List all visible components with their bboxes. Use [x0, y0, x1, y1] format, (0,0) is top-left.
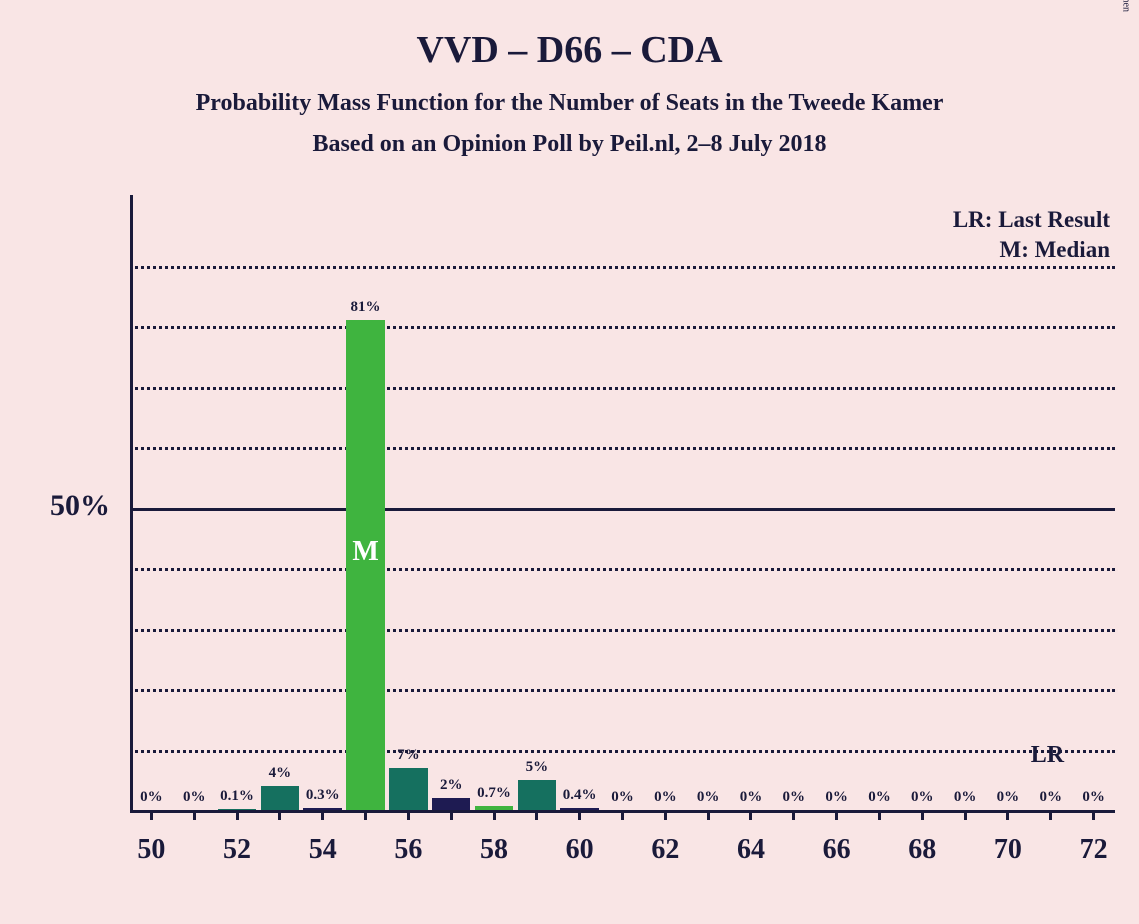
y-axis	[130, 195, 133, 810]
bar-value-label: 0%	[173, 789, 216, 806]
bar-value-label: 0%	[987, 789, 1030, 806]
x-tick	[493, 810, 496, 820]
x-axis-label: 58	[451, 834, 537, 866]
bar-value-label: 0%	[901, 789, 944, 806]
bar-value-label: 0%	[1072, 789, 1115, 806]
x-tick	[664, 810, 667, 820]
x-tick	[193, 810, 196, 820]
x-axis-label: 72	[1051, 834, 1137, 866]
x-tick	[878, 810, 881, 820]
bar-value-label: 0%	[944, 789, 987, 806]
last-result-label: LR	[1031, 742, 1064, 769]
bar-value-label: 81%	[344, 299, 387, 316]
bar-value-label: 0%	[601, 789, 644, 806]
x-tick	[578, 810, 581, 820]
x-tick	[1049, 810, 1052, 820]
gridline	[130, 508, 1115, 511]
legend-last-result: LR: Last Result	[953, 207, 1110, 233]
chart-subtitle-1: Probability Mass Function for the Number…	[0, 90, 1139, 117]
x-axis-label: 50	[109, 834, 195, 866]
bar-value-label: 0.4%	[558, 787, 601, 804]
bar	[261, 786, 300, 810]
gridline	[130, 689, 1115, 692]
x-tick	[278, 810, 281, 820]
bar-value-label: 7%	[387, 747, 430, 764]
x-axis-label: 56	[366, 834, 452, 866]
median-label: M	[346, 536, 385, 568]
bar-value-label: 0%	[687, 789, 730, 806]
bar-value-label: 0%	[858, 789, 901, 806]
legend-median: M: Median	[999, 237, 1110, 263]
x-tick	[921, 810, 924, 820]
x-tick	[1006, 810, 1009, 820]
bar-value-label: 0.1%	[216, 788, 259, 805]
bar-value-label: 0%	[815, 789, 858, 806]
x-axis-label: 70	[965, 834, 1051, 866]
x-axis-label: 68	[879, 834, 965, 866]
x-tick	[749, 810, 752, 820]
bar	[432, 798, 471, 810]
y-axis-label: 50%	[10, 489, 110, 523]
bar-value-label: 0.3%	[301, 787, 344, 804]
x-tick	[321, 810, 324, 820]
x-axis-label: 52	[194, 834, 280, 866]
chart-title: VVD – D66 – CDA	[0, 0, 1139, 72]
x-tick	[621, 810, 624, 820]
gridline	[130, 326, 1115, 329]
bar-value-label: 5%	[515, 759, 558, 776]
chart-subtitle-2: Based on an Opinion Poll by Peil.nl, 2–8…	[0, 131, 1139, 158]
bar	[389, 768, 428, 810]
x-tick	[450, 810, 453, 820]
gridline	[130, 447, 1115, 450]
x-axis-label: 60	[537, 834, 623, 866]
x-axis-label: 64	[708, 834, 794, 866]
bar-value-label: 0%	[644, 789, 687, 806]
x-tick	[964, 810, 967, 820]
x-tick	[707, 810, 710, 820]
x-axis-label: 62	[623, 834, 709, 866]
bar-value-label: 0.7%	[473, 785, 516, 802]
bar-value-label: 0%	[730, 789, 773, 806]
gridline	[130, 387, 1115, 390]
x-tick	[792, 810, 795, 820]
bar-value-label: 2%	[430, 777, 473, 794]
bar	[518, 780, 557, 810]
bar-value-label: 0%	[772, 789, 815, 806]
copyright-text: © 2020 Filip van Laenen	[1120, 0, 1131, 12]
bar-value-label: 0%	[130, 789, 173, 806]
bar-chart: 50%0%500%0.1%524%0.3%5481%M7%562%0.7%585…	[130, 205, 1115, 810]
bar-value-label: 4%	[258, 765, 301, 782]
x-tick	[535, 810, 538, 820]
x-tick	[407, 810, 410, 820]
bar-value-label: 0%	[1029, 789, 1072, 806]
x-tick	[236, 810, 239, 820]
x-tick	[150, 810, 153, 820]
x-axis-label: 54	[280, 834, 366, 866]
x-axis-label: 66	[794, 834, 880, 866]
gridline	[130, 568, 1115, 571]
x-tick	[1092, 810, 1095, 820]
gridline	[130, 629, 1115, 632]
gridline	[130, 266, 1115, 269]
gridline	[130, 750, 1115, 753]
x-tick	[835, 810, 838, 820]
x-tick	[364, 810, 367, 820]
